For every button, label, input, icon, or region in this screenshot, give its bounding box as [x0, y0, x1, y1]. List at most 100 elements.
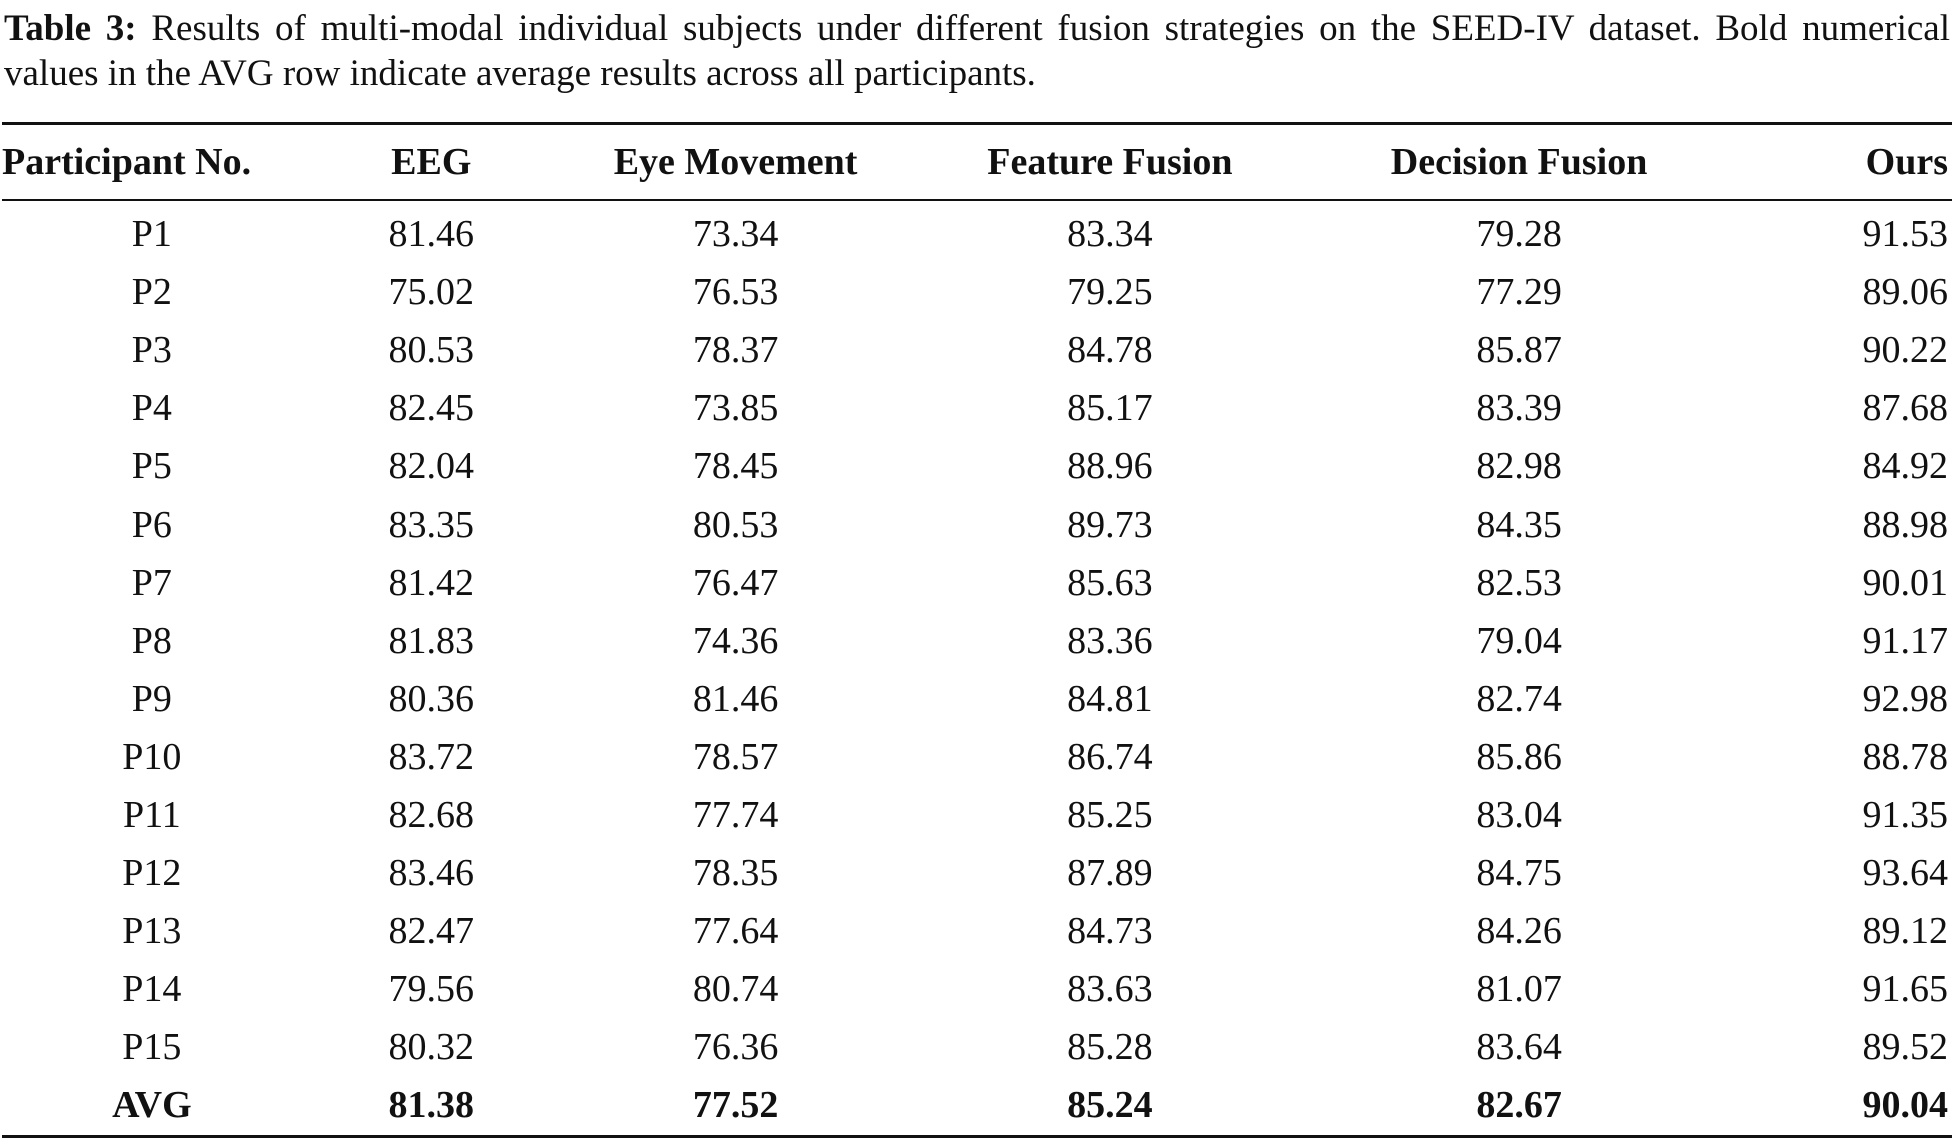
- table-row: P7 81.42 76.47 85.63 82.53 90.01: [2, 554, 1952, 612]
- cell-ours: 89.52: [1862, 1026, 1949, 1069]
- cell-participant: P13: [122, 910, 182, 953]
- cell-eeg: 79.56: [388, 968, 475, 1011]
- cell-feature-fusion: 87.89: [1067, 852, 1153, 895]
- cell-feature-fusion: 83.36: [1067, 619, 1153, 662]
- cell-eye-movement: 78.45: [692, 445, 779, 488]
- cell-feature-fusion: 86.74: [1067, 735, 1153, 778]
- table-row: P4 82.45 73.85 85.17 83.39 87.68: [2, 379, 1952, 437]
- cell-participant: P6: [131, 503, 172, 546]
- table-row: P3 80.53 78.37 84.78 85.87 90.22: [2, 321, 1952, 379]
- cell-feature-fusion: 84.78: [1067, 329, 1153, 372]
- cell-feature-fusion: 79.25: [1067, 271, 1153, 314]
- cell-eye-movement: 78.37: [692, 329, 779, 372]
- table-row: P15 80.32 76.36 85.28 83.64 89.52: [2, 1018, 1952, 1076]
- cell-eeg: 75.02: [388, 271, 475, 314]
- cell-eeg: 80.32: [388, 1026, 475, 1069]
- table-row: P14 79.56 80.74 83.63 81.07 91.65: [2, 960, 1952, 1018]
- table-row: P8 81.83 74.36 83.36 79.04 91.17: [2, 612, 1952, 670]
- avg-cell-eye-movement: 77.52: [560, 1076, 911, 1138]
- cell-participant: P3: [131, 329, 172, 372]
- cell-eye-movement: 73.34: [692, 213, 779, 256]
- cell-decision-fusion: 84.26: [1476, 910, 1562, 953]
- cell-participant: P5: [131, 445, 172, 488]
- header-row: Participant No. EEG Eye Movement Feature…: [2, 122, 1952, 201]
- cell-eye-movement: 78.57: [692, 735, 779, 778]
- cell-feature-fusion: 89.73: [1067, 503, 1153, 546]
- cell-eeg: 82.47: [388, 910, 475, 953]
- cell-ours: 90.22: [1862, 329, 1949, 372]
- table-row: P6 83.35 80.53 89.73 84.35 88.98: [2, 495, 1952, 553]
- cell-feature-fusion: 85.25: [1067, 793, 1153, 836]
- cell-eye-movement: 76.36: [692, 1026, 779, 1069]
- cell-participant: P1: [131, 213, 172, 256]
- header-participant: Participant No.: [2, 122, 302, 201]
- cell-eye-movement: 77.74: [692, 793, 779, 836]
- table-row: P9 80.36 81.46 84.81 82.74 92.98: [2, 670, 1952, 728]
- cell-participant: P12: [122, 852, 182, 895]
- cell-ours: 87.68: [1862, 387, 1949, 430]
- table-body: P1 81.46 73.34 83.34 79.28 91.53 P2 75.02 76.53 7…: [2, 200, 1952, 1138]
- cell-eeg: 82.04: [388, 445, 475, 488]
- cell-ours: 90.01: [1862, 561, 1949, 604]
- header-eye-movement: Eye Movement: [560, 122, 911, 201]
- cell-eye-movement: 80.74: [692, 968, 779, 1011]
- cell-eye-movement: 76.53: [692, 271, 779, 314]
- cell-decision-fusion: 85.87: [1476, 329, 1562, 372]
- cell-participant: P10: [122, 735, 182, 778]
- cell-feature-fusion: 88.96: [1067, 445, 1153, 488]
- avg-cell-decision-fusion: 82.67: [1309, 1076, 1729, 1138]
- cell-participant: P11: [123, 793, 181, 836]
- table-header: Participant No. EEG Eye Movement Feature…: [2, 122, 1952, 201]
- cell-decision-fusion: 84.75: [1476, 852, 1562, 895]
- cell-eeg: 83.72: [388, 735, 475, 778]
- cell-eye-movement: 76.47: [692, 561, 779, 604]
- cell-participant: P2: [131, 271, 172, 314]
- cell-feature-fusion: 83.34: [1067, 213, 1153, 256]
- cell-feature-fusion: 84.73: [1067, 910, 1153, 953]
- cell-ours: 91.35: [1862, 793, 1949, 836]
- cell-decision-fusion: 82.98: [1476, 445, 1562, 488]
- table-caption: Table 3: Results of multi-modal individu…: [4, 6, 1950, 96]
- cell-ours: 88.98: [1862, 503, 1949, 546]
- cell-feature-fusion: 84.81: [1067, 677, 1153, 720]
- cell-decision-fusion: 82.53: [1476, 561, 1562, 604]
- cell-ours: 91.17: [1862, 619, 1949, 662]
- header-ours: Ours: [1728, 122, 1952, 201]
- cell-decision-fusion: 79.04: [1476, 619, 1562, 662]
- cell-participant: P7: [131, 561, 172, 604]
- cell-decision-fusion: 83.04: [1476, 793, 1562, 836]
- cell-decision-fusion: 85.86: [1476, 735, 1562, 778]
- table-row: P13 82.47 77.64 84.73 84.26 89.12: [2, 902, 1952, 960]
- table-row: P2 75.02 76.53 79.25 77.29 89.06: [2, 263, 1952, 321]
- avg-row: AVG 81.38 77.52 85.24 82.67 90.04: [2, 1076, 1952, 1138]
- cell-eye-movement: 77.64: [692, 910, 779, 953]
- avg-cell-participant: AVG: [2, 1076, 302, 1138]
- cell-ours: 88.78: [1862, 735, 1949, 778]
- caption-label: Table 3:: [4, 8, 137, 49]
- cell-feature-fusion: 85.28: [1067, 1026, 1153, 1069]
- cell-participant: P14: [122, 968, 182, 1011]
- cell-decision-fusion: 77.29: [1476, 271, 1562, 314]
- cell-feature-fusion: 83.63: [1067, 968, 1153, 1011]
- cell-eeg: 82.45: [388, 387, 475, 430]
- cell-eeg: 82.68: [388, 793, 475, 836]
- cell-decision-fusion: 83.39: [1476, 387, 1562, 430]
- cell-eeg: 80.53: [388, 329, 475, 372]
- cell-eeg: 81.42: [388, 561, 475, 604]
- cell-ours: 84.92: [1862, 445, 1949, 488]
- table-row: P12 83.46 78.35 87.89 84.75 93.64: [2, 844, 1952, 902]
- cell-decision-fusion: 79.28: [1476, 213, 1562, 256]
- cell-eeg: 83.35: [388, 503, 475, 546]
- table-row: P11 82.68 77.74 85.25 83.04 91.35: [2, 786, 1952, 844]
- avg-cell-eeg: 81.38: [301, 1076, 561, 1138]
- cell-eeg: 80.36: [388, 677, 475, 720]
- table-row: P5 82.04 78.45 88.96 82.98 84.92: [2, 437, 1952, 495]
- header-feature-fusion: Feature Fusion: [910, 122, 1310, 201]
- cell-eye-movement: 78.35: [692, 852, 779, 895]
- cell-ours: 91.53: [1862, 213, 1949, 256]
- cell-decision-fusion: 84.35: [1476, 503, 1562, 546]
- cell-feature-fusion: 85.17: [1067, 387, 1153, 430]
- caption-text: Results of multi-modal individual subjec…: [4, 8, 1950, 94]
- cell-eye-movement: 81.46: [692, 677, 779, 720]
